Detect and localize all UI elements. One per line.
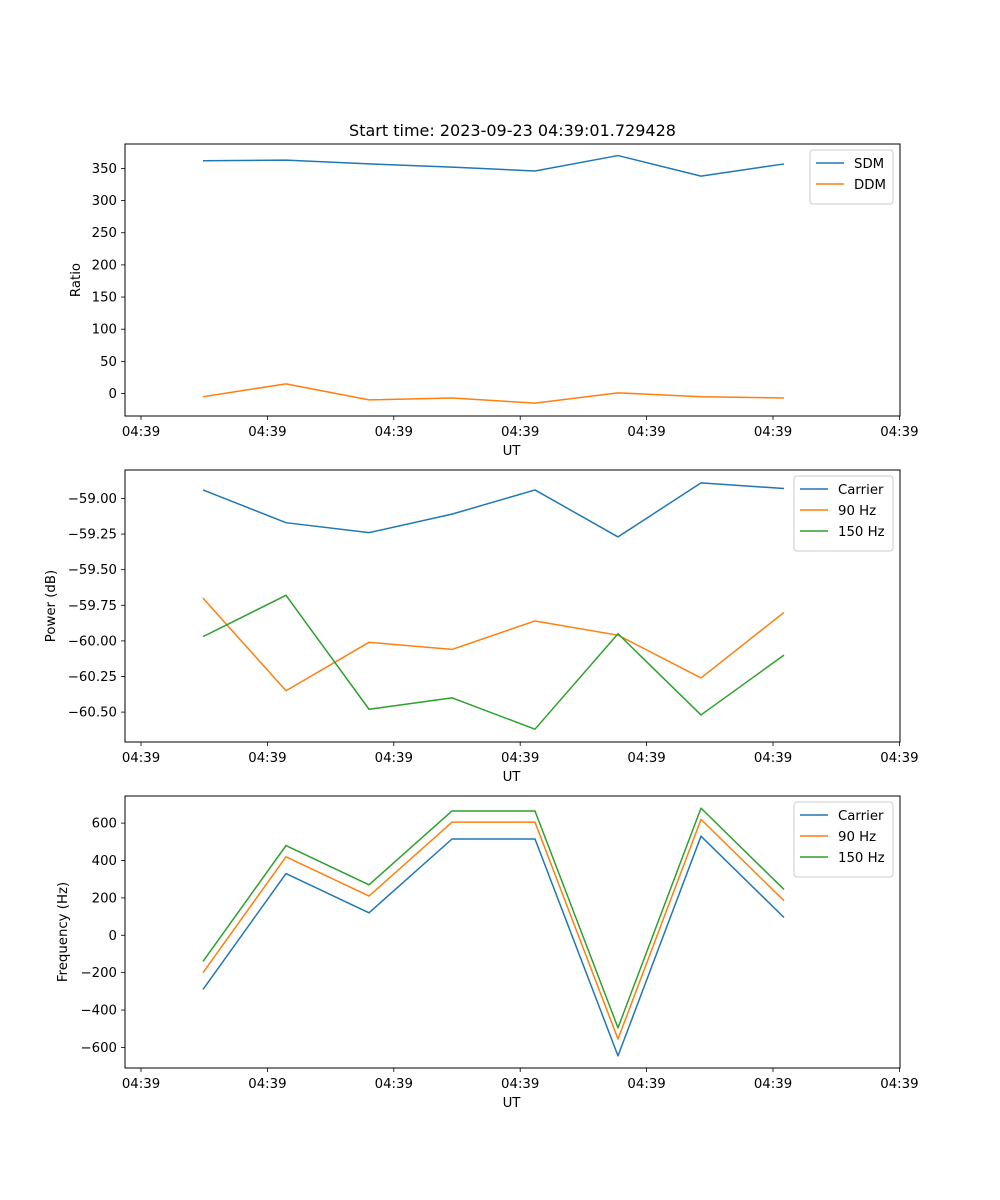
y-tick-label: 0 bbox=[109, 387, 117, 402]
x-tick-label: 04:39 bbox=[122, 425, 160, 440]
chart-title: Start time: 2023-09-23 04:39:01.729428 bbox=[349, 121, 676, 140]
subplot-3: 04:3904:3904:3904:3904:3904:3904:3904:40… bbox=[56, 795, 919, 1111]
legend: Carrier 90 Hz 150 Hz bbox=[793, 475, 894, 552]
axes-frame bbox=[124, 469, 901, 743]
y-tick-label: −60.50 bbox=[68, 706, 117, 721]
x-tick-label: 04:39 bbox=[248, 425, 286, 440]
series-line-carrier bbox=[202, 835, 785, 1057]
axes-frame bbox=[124, 795, 901, 1069]
x-tick-label: 04:39 bbox=[754, 1077, 792, 1092]
y-tick-label: 0 bbox=[109, 929, 117, 944]
axes-frame bbox=[124, 143, 901, 417]
x-tick-label: 04:39 bbox=[627, 1077, 665, 1092]
legend-label: 150 Hz bbox=[838, 525, 885, 540]
y-tick-label: 50 bbox=[100, 355, 117, 370]
series-line-150-hz bbox=[202, 594, 785, 730]
x-tick-label: 04:39 bbox=[501, 751, 539, 766]
x-tick-label: 04:39 bbox=[375, 1077, 413, 1092]
x-tick-label: 04:39 bbox=[248, 1077, 286, 1092]
y-tick-label: −600 bbox=[80, 1041, 117, 1056]
y-tick-label: −400 bbox=[80, 1004, 117, 1019]
legend-box bbox=[793, 801, 894, 878]
y-tick-label: 250 bbox=[92, 226, 117, 241]
legend-box bbox=[793, 475, 894, 552]
y-tick-label: −60.25 bbox=[68, 670, 117, 685]
x-axis-label: UT bbox=[503, 770, 522, 785]
subplot-2: 04:3904:3904:3904:3904:3904:3904:3904:40… bbox=[44, 469, 919, 785]
series-line-90-hz bbox=[202, 818, 785, 1040]
y-tick-label: −60.00 bbox=[68, 634, 117, 649]
x-tick-label: 04:39 bbox=[122, 1077, 160, 1092]
series-line-sdm bbox=[202, 154, 785, 177]
y-tick-label: 600 bbox=[92, 817, 117, 832]
x-tick-label: 04:39 bbox=[627, 425, 665, 440]
x-tick-label: 04:39 bbox=[754, 425, 792, 440]
x-tick-label: 04:39 bbox=[501, 1077, 539, 1092]
y-tick-label: −59.00 bbox=[68, 492, 117, 507]
y-tick-label: 100 bbox=[92, 323, 117, 338]
y-axis-label: Ratio bbox=[69, 263, 84, 297]
y-tick-label: −59.25 bbox=[68, 528, 117, 543]
x-axis-label: UT bbox=[503, 444, 522, 459]
series-line-ddm bbox=[202, 383, 785, 404]
x-tick-label: 04:39 bbox=[248, 751, 286, 766]
series-line-90-hz bbox=[202, 597, 785, 692]
x-tick-label: 04:39 bbox=[122, 751, 160, 766]
y-tick-label: 350 bbox=[92, 162, 117, 177]
legend-label: Carrier bbox=[838, 483, 884, 498]
x-tick-label: 04:39 bbox=[754, 751, 792, 766]
x-tick-label: 04:39 bbox=[375, 751, 413, 766]
x-tick-label: 04:39 bbox=[501, 425, 539, 440]
series-line-carrier bbox=[202, 482, 785, 538]
y-tick-label: 150 bbox=[92, 291, 117, 306]
y-tick-label: −200 bbox=[80, 966, 117, 981]
x-tick-label: 04:39 bbox=[880, 1077, 918, 1092]
subplot-1: 04:3904:3904:3904:3904:3904:3904:3904:40… bbox=[69, 121, 919, 459]
legend-label: SDM bbox=[854, 157, 884, 172]
legend: SDM DDM bbox=[809, 149, 894, 205]
series-line-150-hz bbox=[202, 807, 785, 1029]
y-tick-label: 400 bbox=[92, 854, 117, 869]
x-tick-label: 04:39 bbox=[880, 751, 918, 766]
y-axis-label: Frequency (Hz) bbox=[56, 882, 71, 982]
y-tick-label: −59.50 bbox=[68, 563, 117, 578]
y-tick-label: 200 bbox=[92, 891, 117, 906]
y-axis-label: Power (dB) bbox=[44, 570, 59, 642]
legend-label: Carrier bbox=[838, 809, 884, 824]
legend-label: DDM bbox=[854, 178, 886, 193]
legend: Carrier 90 Hz 150 Hz bbox=[793, 801, 894, 878]
x-axis-label: UT bbox=[503, 1096, 522, 1111]
y-tick-label: 200 bbox=[92, 258, 117, 273]
x-tick-label: 04:39 bbox=[627, 751, 665, 766]
y-tick-label: −59.75 bbox=[68, 599, 117, 614]
legend-label: 150 Hz bbox=[838, 851, 885, 866]
y-tick-label: 300 bbox=[92, 194, 117, 209]
legend-label: 90 Hz bbox=[838, 504, 876, 519]
x-tick-label: 04:39 bbox=[880, 425, 918, 440]
x-tick-label: 04:39 bbox=[375, 425, 413, 440]
legend-label: 90 Hz bbox=[838, 830, 876, 845]
